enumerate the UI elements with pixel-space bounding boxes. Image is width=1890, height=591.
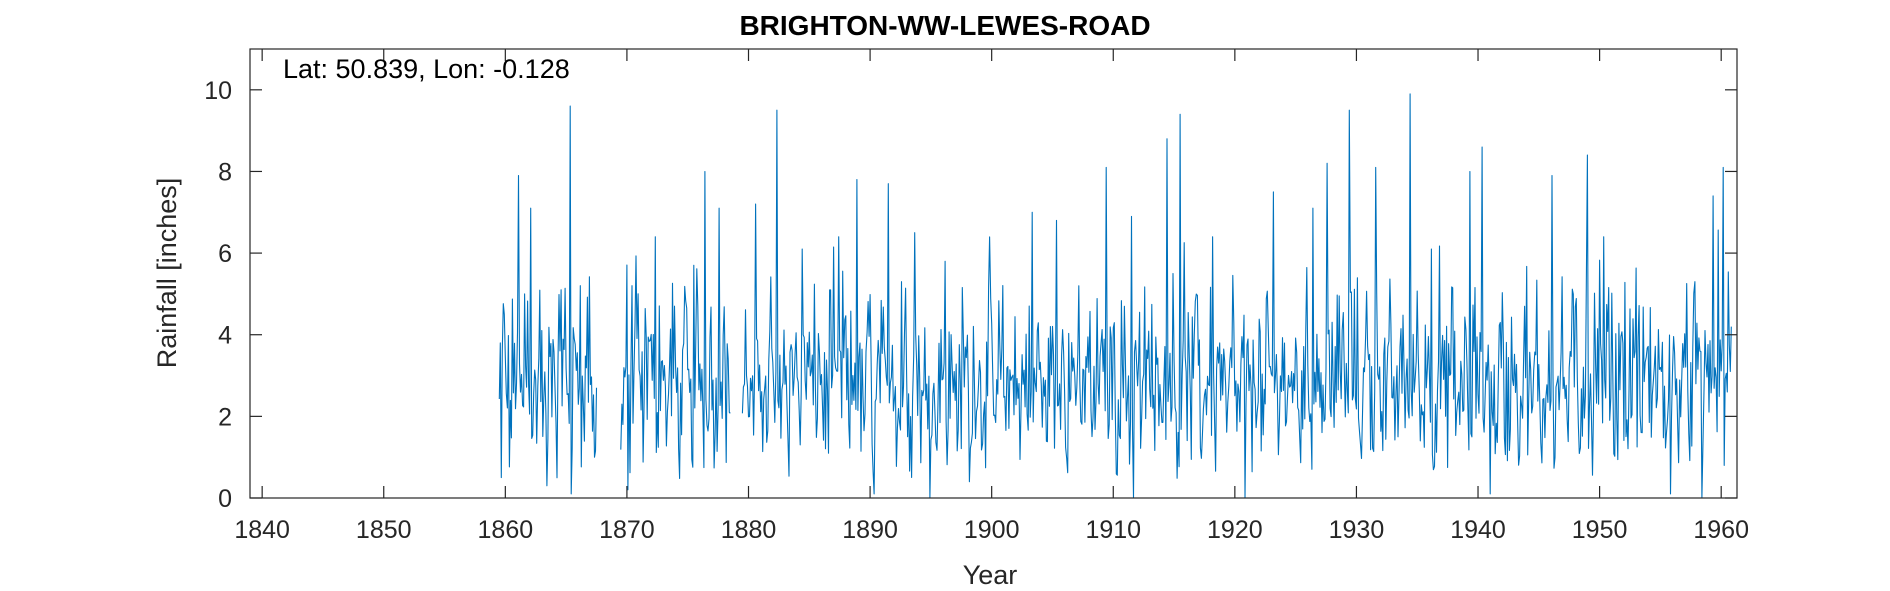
data-series xyxy=(498,93,1732,499)
y-tick-label: 8 xyxy=(218,158,232,186)
plot-area xyxy=(250,49,1737,498)
x-tick-label: 1950 xyxy=(1572,516,1628,544)
chart-title: BRIGHTON-WW-LEWES-ROAD xyxy=(739,10,1150,41)
x-tick-label: 1940 xyxy=(1450,516,1506,544)
x-tick-label: 1850 xyxy=(356,516,412,544)
x-tick-label: 1870 xyxy=(599,516,655,544)
x-tick-label: 1920 xyxy=(1207,516,1263,544)
x-tick-label: 1840 xyxy=(234,516,290,544)
y-axis: 0 2 4 6 8 10 xyxy=(204,77,1737,513)
y-tick-label: 2 xyxy=(218,403,232,431)
x-axis: 1840 1850 1860 1870 1880 1890 1900 1910 1920 1930… xyxy=(234,49,1749,544)
rainfall-series-line xyxy=(741,93,1732,499)
axes-box xyxy=(249,48,1738,499)
y-tick-label: 0 xyxy=(218,485,232,513)
location-annotation: Lat: 50.839, Lon: -0.128 xyxy=(283,54,570,84)
x-tick-label: 1890 xyxy=(842,516,898,544)
x-tick-label: 1880 xyxy=(721,516,777,544)
y-tick-label: 6 xyxy=(218,240,232,268)
x-tick-label: 1900 xyxy=(964,516,1020,544)
x-tick-label: 1860 xyxy=(478,516,534,544)
x-tick-label: 1960 xyxy=(1693,516,1749,544)
y-tick-label: 10 xyxy=(204,77,232,105)
y-axis-label: Rainfall [inches] xyxy=(152,178,182,369)
x-axis-label: Year xyxy=(963,560,1018,590)
rainfall-series-line xyxy=(498,105,598,495)
x-tick-label: 1930 xyxy=(1329,516,1385,544)
y-tick-label: 4 xyxy=(218,322,232,350)
x-tick-label: 1910 xyxy=(1085,516,1141,544)
rainfall-series-line xyxy=(620,170,731,491)
